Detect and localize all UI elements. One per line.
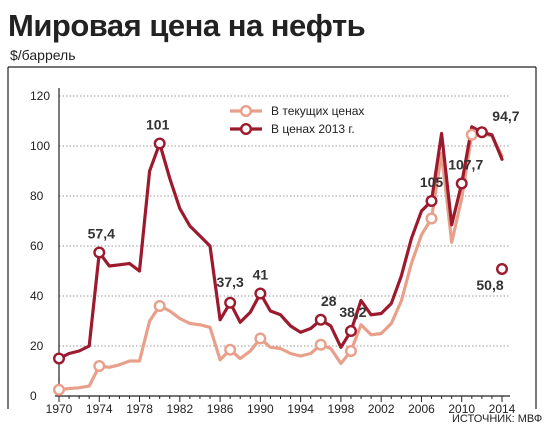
y-tick-label: 20 bbox=[30, 339, 44, 353]
current-price-marker bbox=[465, 128, 478, 141]
x-tick-label: 2006 bbox=[408, 402, 435, 416]
data-label: 57,4 bbox=[88, 226, 115, 242]
chart-source: ИСТОЧНИК: МВФ bbox=[452, 413, 543, 425]
price-2013-marker bbox=[344, 325, 357, 338]
y-tick-label: 0 bbox=[30, 389, 37, 403]
current-price-marker bbox=[254, 332, 267, 345]
data-label: 101 bbox=[146, 117, 170, 133]
price-2013-marker bbox=[475, 126, 488, 139]
price-2013-marker bbox=[496, 263, 509, 276]
series-current-prices-line bbox=[57, 131, 504, 392]
current-price-marker bbox=[314, 338, 327, 351]
current-price-marker bbox=[344, 345, 357, 358]
legend-label: В текущих ценах bbox=[271, 104, 364, 118]
data-label: 28 bbox=[321, 293, 337, 309]
price-2013-marker bbox=[455, 177, 468, 190]
x-tick-label: 2014 bbox=[489, 402, 516, 416]
data-label: 50,8 bbox=[476, 277, 503, 293]
data-label: 107,7 bbox=[448, 157, 483, 173]
x-tick-label: 1982 bbox=[166, 402, 193, 416]
price-2013-marker bbox=[93, 246, 106, 259]
price-2013-marker bbox=[153, 137, 166, 150]
current-price-marker bbox=[425, 212, 438, 225]
price-2013-marker bbox=[425, 194, 438, 207]
data-label: 37,3 bbox=[217, 274, 244, 290]
price-2013-marker bbox=[254, 287, 267, 300]
data-label: 94,7 bbox=[492, 108, 519, 124]
x-tick-label: 2010 bbox=[448, 402, 475, 416]
legend-label: В ценах 2013 г. bbox=[271, 122, 355, 136]
y-tick-label: 60 bbox=[30, 239, 44, 253]
current-price-marker bbox=[93, 360, 106, 373]
legend: В текущих ценах В ценах 2013 г. bbox=[230, 104, 364, 136]
x-tick-label: 1978 bbox=[126, 402, 153, 416]
chart-title: Мировая цена на нефть bbox=[8, 8, 366, 43]
x-tick-label: 1990 bbox=[247, 402, 274, 416]
y-tick-label: 40 bbox=[30, 289, 44, 303]
data-label: 41 bbox=[253, 267, 269, 283]
price-2013-marker bbox=[53, 352, 66, 365]
x-tick-label: 1994 bbox=[287, 402, 314, 416]
series-2013-prices-line bbox=[57, 125, 504, 361]
data-label: 38,2 bbox=[339, 304, 366, 320]
data-label: 105 bbox=[420, 174, 444, 190]
x-tick-label: 1998 bbox=[328, 402, 355, 416]
price-2013-marker bbox=[314, 313, 327, 326]
legend-swatch-marker bbox=[239, 104, 252, 117]
y-tick-label: 80 bbox=[30, 189, 44, 203]
y-tick-label: 120 bbox=[30, 89, 50, 103]
y-tick-label: 100 bbox=[30, 139, 50, 153]
x-tick-label: 1986 bbox=[207, 402, 234, 416]
price-2013-marker bbox=[224, 296, 237, 309]
x-tick-label: 2002 bbox=[368, 402, 395, 416]
legend-swatch-marker bbox=[239, 122, 252, 135]
chart-subtitle: $/баррель bbox=[10, 47, 76, 63]
x-tick-label: 1974 bbox=[86, 402, 113, 416]
x-tick-label: 1970 bbox=[46, 402, 73, 416]
current-price-marker bbox=[153, 300, 166, 313]
current-price-marker bbox=[53, 383, 66, 396]
current-price-marker bbox=[224, 343, 237, 356]
